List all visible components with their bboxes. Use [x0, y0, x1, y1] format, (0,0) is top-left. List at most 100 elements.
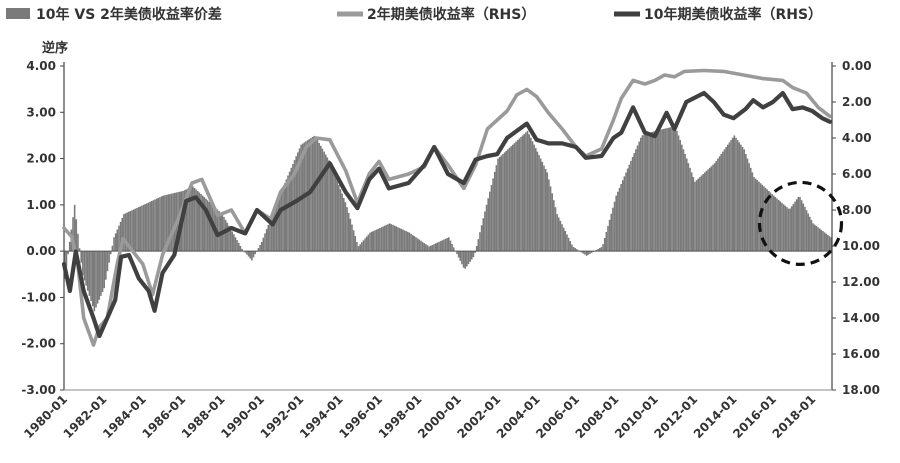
spread-bar: [280, 190, 283, 252]
spread-bar: [129, 211, 132, 252]
spread-bar: [224, 219, 227, 252]
spread-bar: [456, 251, 458, 255]
left-tick-label: 2.00: [26, 152, 56, 166]
spread-bar: [377, 228, 380, 252]
spread-bar: [617, 191, 619, 252]
spread-bar: [553, 200, 555, 252]
spread-bar: [725, 147, 727, 252]
spread-bar: [229, 228, 232, 252]
spread-bar: [613, 201, 616, 252]
spread-bar: [269, 220, 271, 252]
spread-bar: [651, 131, 654, 252]
spread-bar: [451, 244, 453, 252]
spread-bar: [436, 242, 439, 252]
spread-bar: [274, 207, 276, 252]
spread-bar: [293, 160, 296, 252]
spread-bar: [584, 251, 586, 255]
spread-bar: [426, 245, 429, 252]
spread-bar: [713, 163, 716, 252]
spread-bar: [666, 128, 668, 252]
spread-bar: [190, 187, 192, 252]
spread-bar: [736, 140, 739, 252]
spread-bar: [475, 246, 478, 252]
right-tick-label: 8.00: [842, 203, 872, 217]
spread-bar: [410, 233, 412, 252]
spread-bar: [521, 135, 524, 252]
spread-bar: [321, 148, 324, 252]
spread-bar: [241, 248, 243, 252]
spread-bar: [585, 251, 588, 256]
spread-bar: [352, 230, 355, 252]
spread-bar: [672, 126, 675, 252]
spread-bar: [813, 224, 816, 252]
spread-bar: [75, 219, 78, 252]
spread-bar: [654, 130, 657, 252]
spread-bar: [515, 141, 517, 252]
spread-bar: [108, 251, 110, 263]
spread-bar: [185, 189, 188, 252]
spread-bar: [756, 180, 759, 252]
spread-bar: [626, 168, 629, 252]
spread-bar: [741, 147, 744, 252]
spread-bar: [336, 180, 339, 252]
spread-bar: [318, 142, 320, 252]
spread-bar: [282, 187, 284, 252]
spread-bar: [173, 192, 176, 252]
spread-bar: [715, 160, 718, 252]
spread-bar: [597, 249, 599, 252]
spread-bar: [677, 135, 680, 252]
spread-bar: [285, 179, 288, 252]
spread-bar: [477, 239, 480, 252]
spread-bar: [554, 207, 557, 252]
spread-bar: [705, 170, 708, 252]
spread-bar: [416, 238, 419, 252]
spread-bar: [413, 236, 416, 252]
spread-bar: [576, 249, 578, 252]
spread-bar: [538, 155, 540, 252]
spread-bar: [621, 180, 624, 252]
right-tick-label: 16.00: [842, 347, 880, 361]
spread-bar: [257, 248, 260, 252]
spread-bar: [567, 237, 570, 252]
spread-bar: [196, 190, 199, 252]
spread-bar: [144, 204, 147, 252]
spread-bar: [484, 211, 486, 252]
right-axis-note: 逆序: [42, 40, 68, 56]
spread-bar: [690, 172, 693, 252]
spread-bar: [187, 188, 189, 252]
spread-bar: [428, 246, 430, 252]
spread-bar: [159, 197, 161, 252]
spread-bar: [388, 223, 391, 252]
spread-bar: [546, 172, 549, 252]
spread-bar: [93, 251, 96, 312]
spread-bar: [361, 242, 363, 252]
spread-bar: [331, 167, 334, 252]
spread-bar: [625, 172, 627, 252]
spread-bar: [469, 251, 471, 262]
spread-bar: [165, 194, 168, 252]
spread-bar: [787, 208, 790, 252]
spread-bar: [444, 238, 447, 252]
spread-bar: [566, 234, 568, 252]
spread-bar: [429, 245, 432, 252]
spread-bar: [452, 247, 455, 252]
spread-bar: [267, 224, 270, 252]
spread-bar: [387, 224, 389, 252]
spread-bar: [443, 239, 445, 252]
spread-bar: [489, 191, 491, 252]
spread-bar: [169, 194, 171, 252]
spread-bar: [510, 146, 512, 252]
legend-entry: 10年期美债收益率（RHS）: [644, 6, 822, 23]
spread-bar: [671, 126, 673, 252]
spread-bar: [252, 251, 255, 258]
spread-bar: [448, 237, 450, 252]
spread-bar: [338, 184, 340, 252]
spread-bar: [357, 246, 360, 252]
spread-bar: [157, 197, 160, 252]
spread-bar: [726, 144, 729, 252]
spread-bar: [247, 251, 250, 257]
spread-bar: [402, 229, 404, 252]
spread-bar: [415, 237, 417, 252]
spread-bar: [818, 228, 821, 252]
spread-bar: [823, 232, 826, 252]
